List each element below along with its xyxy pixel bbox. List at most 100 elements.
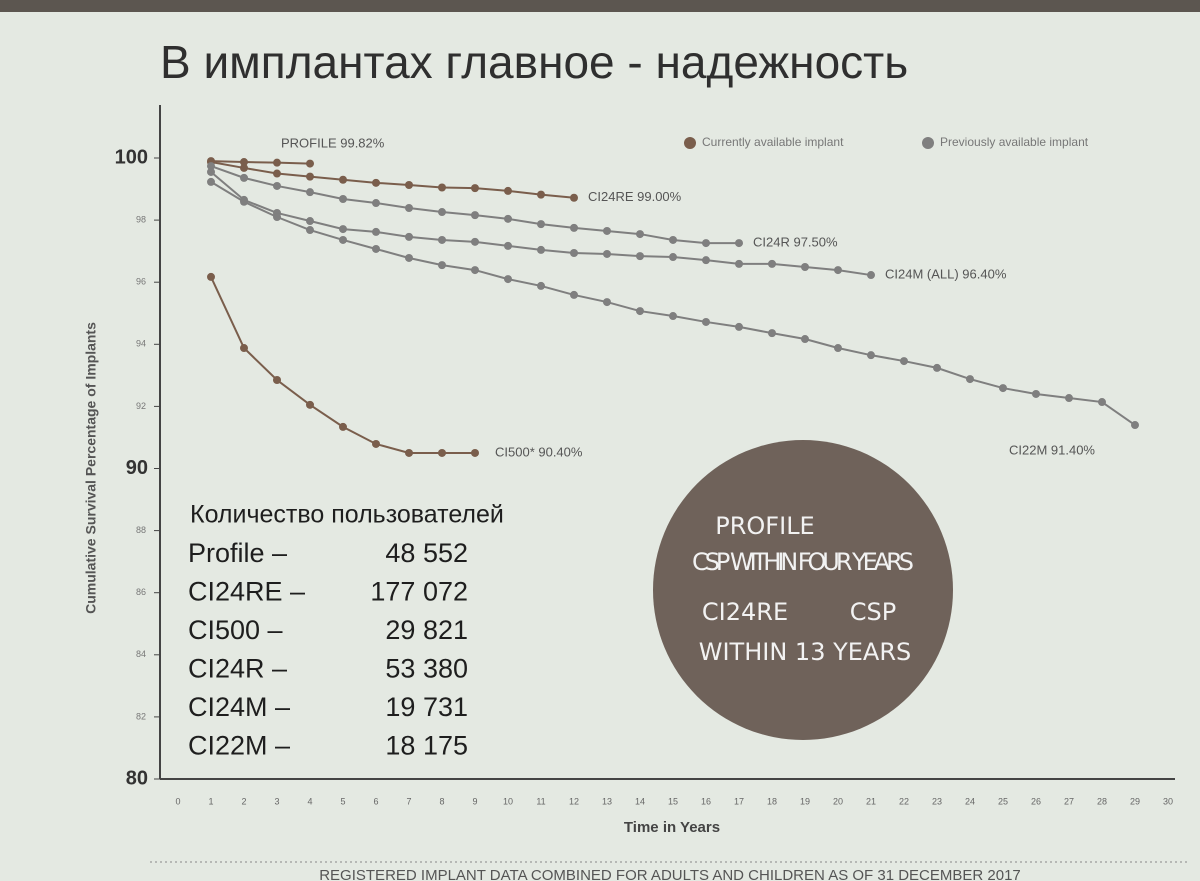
data-point	[735, 239, 743, 248]
y-tick-label: 96	[136, 277, 146, 287]
x-tick-label: 18	[767, 796, 777, 806]
footer: REGISTERED IMPLANT DATA COMBINED FOR ADU…	[319, 867, 1021, 881]
data-point	[207, 167, 215, 176]
x-tick-label: 11	[536, 796, 545, 806]
data-point	[603, 226, 611, 235]
data-point	[801, 335, 809, 344]
x-tick-label: 10	[503, 796, 513, 806]
x-tick-label: 6	[373, 796, 378, 806]
data-point	[471, 184, 479, 193]
data-point	[339, 175, 347, 184]
data-point	[702, 256, 710, 265]
data-point	[702, 317, 710, 326]
data-point	[768, 329, 776, 338]
series-label: CI24R 97.50%	[753, 235, 838, 250]
x-tick-label: 13	[602, 796, 612, 806]
data-point	[438, 261, 446, 270]
x-tick-label: 26	[1031, 796, 1041, 806]
data-point	[405, 232, 413, 241]
y-tick-label: 92	[136, 401, 146, 411]
data-point	[306, 172, 314, 181]
data-point	[636, 252, 644, 261]
table-name: Profile –	[188, 538, 287, 568]
y-tick-label: 88	[136, 525, 146, 535]
x-axis-label: Time in Years	[624, 819, 720, 836]
data-point	[669, 253, 677, 262]
data-point	[306, 400, 314, 409]
circle-note: PROFILE	[715, 512, 814, 540]
table-name: CI24R –	[188, 654, 287, 684]
x-tick-label: 17	[734, 796, 744, 806]
data-point	[471, 211, 479, 220]
x-tick-label: 29	[1130, 796, 1140, 806]
x-tick-label: 5	[340, 796, 345, 806]
y-tick-label: 82	[136, 711, 146, 721]
x-tick-label: 24	[965, 796, 975, 806]
y-tick-label: 84	[136, 649, 146, 659]
data-point	[471, 266, 479, 275]
data-point	[438, 208, 446, 217]
x-tick-label: 21	[866, 796, 876, 806]
series-label: CI24M (ALL) 96.40%	[885, 266, 1007, 281]
data-point	[537, 245, 545, 254]
data-point	[240, 173, 248, 182]
data-point	[339, 225, 347, 234]
data-point	[306, 159, 314, 168]
y-tick-label: 90	[126, 457, 148, 479]
y-tick-label: 80	[126, 767, 148, 789]
table-name: CI24M –	[188, 692, 290, 722]
table-name: CI500 –	[188, 615, 283, 645]
table-count: 53 380	[385, 654, 468, 684]
series-label: CI24RE 99.00%	[588, 189, 682, 204]
data-point	[867, 271, 875, 280]
table-count: 19 731	[385, 692, 468, 722]
y-tick-label: 100	[115, 146, 148, 168]
y-tick-label: 98	[136, 214, 146, 224]
legend-dot	[684, 137, 696, 149]
table-name: CI24RE –	[188, 577, 305, 607]
table-title: Количество пользователей	[190, 501, 504, 529]
x-tick-label: 2	[241, 796, 246, 806]
data-point	[504, 241, 512, 250]
data-point	[372, 199, 380, 208]
data-point	[273, 169, 281, 178]
data-point	[240, 197, 248, 206]
series-label: CI500* 90.40%	[495, 444, 583, 459]
x-tick-label: 28	[1097, 796, 1107, 806]
x-tick-label: 0	[175, 796, 180, 806]
data-point	[966, 375, 974, 384]
x-tick-label: 23	[932, 796, 942, 806]
data-point	[306, 217, 314, 226]
data-point	[306, 226, 314, 235]
x-tick-label: 25	[998, 796, 1008, 806]
data-point	[273, 376, 281, 385]
series-label: PROFILE 99.82%	[281, 136, 385, 151]
circle-note: WITHIN 13 YEARS	[699, 638, 912, 666]
data-point	[570, 193, 578, 202]
data-point	[273, 158, 281, 167]
legend-dot	[922, 137, 934, 149]
x-tick-label: 7	[406, 796, 411, 806]
y-tick-label: 86	[136, 587, 146, 597]
data-point	[570, 290, 578, 299]
x-tick-label: 9	[472, 796, 477, 806]
data-point	[405, 203, 413, 212]
circle-note: CSP	[850, 598, 896, 626]
x-tick-label: 22	[899, 796, 909, 806]
data-point	[636, 230, 644, 239]
y-axis-label: Cumulative Survival Percentage of Implan…	[83, 322, 99, 614]
data-point	[768, 259, 776, 268]
data-point	[537, 190, 545, 199]
x-tick-label: 19	[800, 796, 810, 806]
data-point	[207, 162, 215, 171]
data-point	[834, 266, 842, 275]
data-point	[240, 163, 248, 172]
data-point	[1032, 389, 1040, 398]
table-count: 177 072	[370, 577, 468, 607]
data-point	[339, 422, 347, 431]
data-point	[735, 322, 743, 331]
data-point	[504, 214, 512, 223]
data-point	[372, 227, 380, 236]
data-point	[273, 181, 281, 190]
